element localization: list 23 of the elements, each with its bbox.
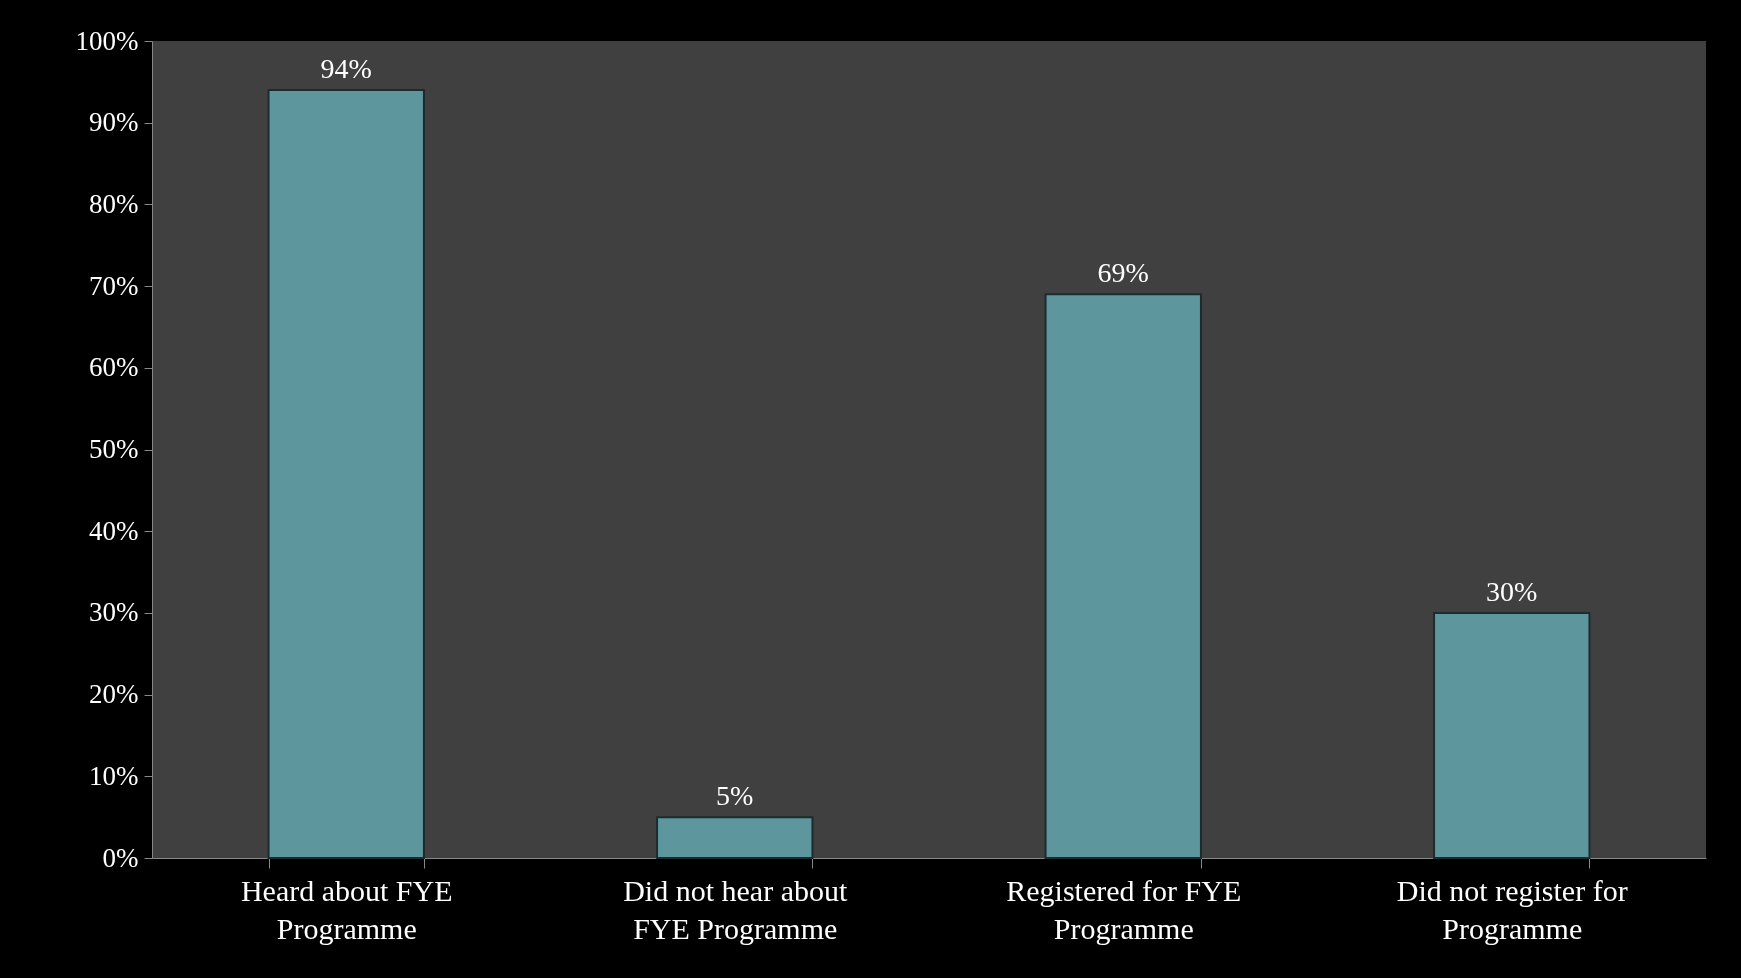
x-tick-label: Registered for FYE Programme xyxy=(1006,873,1242,945)
x-tick-label: Did not hear about FYE Programme xyxy=(623,873,848,945)
data-label: 5% xyxy=(716,780,754,812)
bar xyxy=(1433,611,1591,859)
bar xyxy=(1044,293,1202,859)
y-tick-label: 40% xyxy=(89,515,139,546)
x-tick-label: Did not register for Programme xyxy=(1396,873,1628,945)
y-tick-label: 0% xyxy=(102,842,139,873)
bar xyxy=(267,89,425,859)
x-tick-label: Heard about FYE Programme xyxy=(240,873,453,945)
y-tick-label: 100% xyxy=(75,25,139,56)
data-label: 94% xyxy=(320,53,372,85)
bar xyxy=(656,816,814,859)
y-tick-label: 90% xyxy=(89,107,139,138)
y-tick-label: 80% xyxy=(89,188,139,219)
data-label: 69% xyxy=(1097,257,1149,289)
y-tick-label: 10% xyxy=(89,760,139,791)
y-tick-label: 30% xyxy=(89,597,139,628)
y-tick-label: 60% xyxy=(89,352,139,383)
data-label: 30% xyxy=(1486,575,1538,607)
y-tick-label: 50% xyxy=(89,434,139,464)
y-tick-label: 20% xyxy=(89,679,139,710)
y-tick-label: 70% xyxy=(89,270,139,301)
